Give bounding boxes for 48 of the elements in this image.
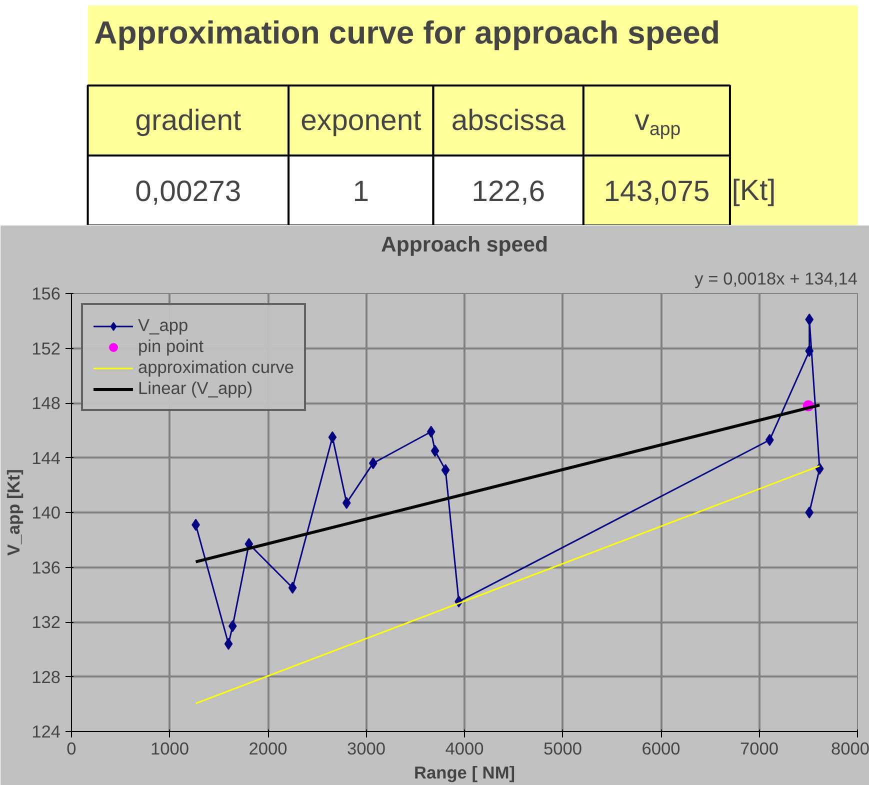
text: Approximation curve for approach speed xyxy=(94,14,720,50)
x-tick-label: 7000 xyxy=(740,738,779,758)
y-tick-label: 144 xyxy=(32,448,61,468)
legend-label: Linear (V_app) xyxy=(138,378,253,399)
text: 122,6 xyxy=(472,175,546,208)
y-tick-label: 132 xyxy=(32,612,61,632)
point xyxy=(224,638,233,650)
x-tick-label: 6000 xyxy=(642,738,680,758)
y-tick-label: 124 xyxy=(32,722,61,742)
y-tick-label: 156 xyxy=(32,284,61,304)
point xyxy=(815,462,824,475)
text: 143,075 xyxy=(604,175,710,208)
chart-title: Approach speed xyxy=(380,232,548,256)
y-tick-label: 152 xyxy=(32,338,61,358)
x-axis-title: Range [ NM] xyxy=(414,762,516,782)
legend-label: V_app xyxy=(138,315,188,336)
y-axis-title: V_app [Kt] xyxy=(4,469,24,556)
point xyxy=(328,431,337,444)
legend-label: approximation curve xyxy=(138,357,294,378)
x-tick-label: 0 xyxy=(66,738,76,758)
legend-label: pin point xyxy=(138,336,204,357)
y-tick-label: 136 xyxy=(32,557,61,578)
x-tick-label: 4000 xyxy=(445,738,484,758)
x-tick-label: 8000 xyxy=(830,738,869,758)
point xyxy=(228,620,237,632)
text: [Kt] xyxy=(732,174,776,207)
y-tick-label: 148 xyxy=(32,393,61,413)
text: y = 0,0018x + 134,14 xyxy=(694,268,858,288)
y-tick-label: 140 xyxy=(32,502,61,522)
x-tick-label: 3000 xyxy=(346,738,386,758)
text: 1 xyxy=(352,175,370,208)
point xyxy=(441,464,450,476)
text: 0,00273 xyxy=(135,175,242,208)
text: exponent xyxy=(300,104,422,137)
x-tick-label: 5000 xyxy=(543,738,582,758)
point xyxy=(342,496,351,509)
point xyxy=(288,582,297,594)
point xyxy=(805,314,814,326)
y-tick-label: 128 xyxy=(32,666,61,687)
point xyxy=(805,344,814,357)
point xyxy=(426,426,436,438)
point xyxy=(430,444,440,457)
point xyxy=(368,457,378,470)
x-tick-label: 2000 xyxy=(248,738,288,758)
x-tick-label: 1000 xyxy=(150,738,190,758)
point xyxy=(805,506,814,518)
text: abscissa xyxy=(451,104,566,137)
text: gradient xyxy=(135,104,242,137)
